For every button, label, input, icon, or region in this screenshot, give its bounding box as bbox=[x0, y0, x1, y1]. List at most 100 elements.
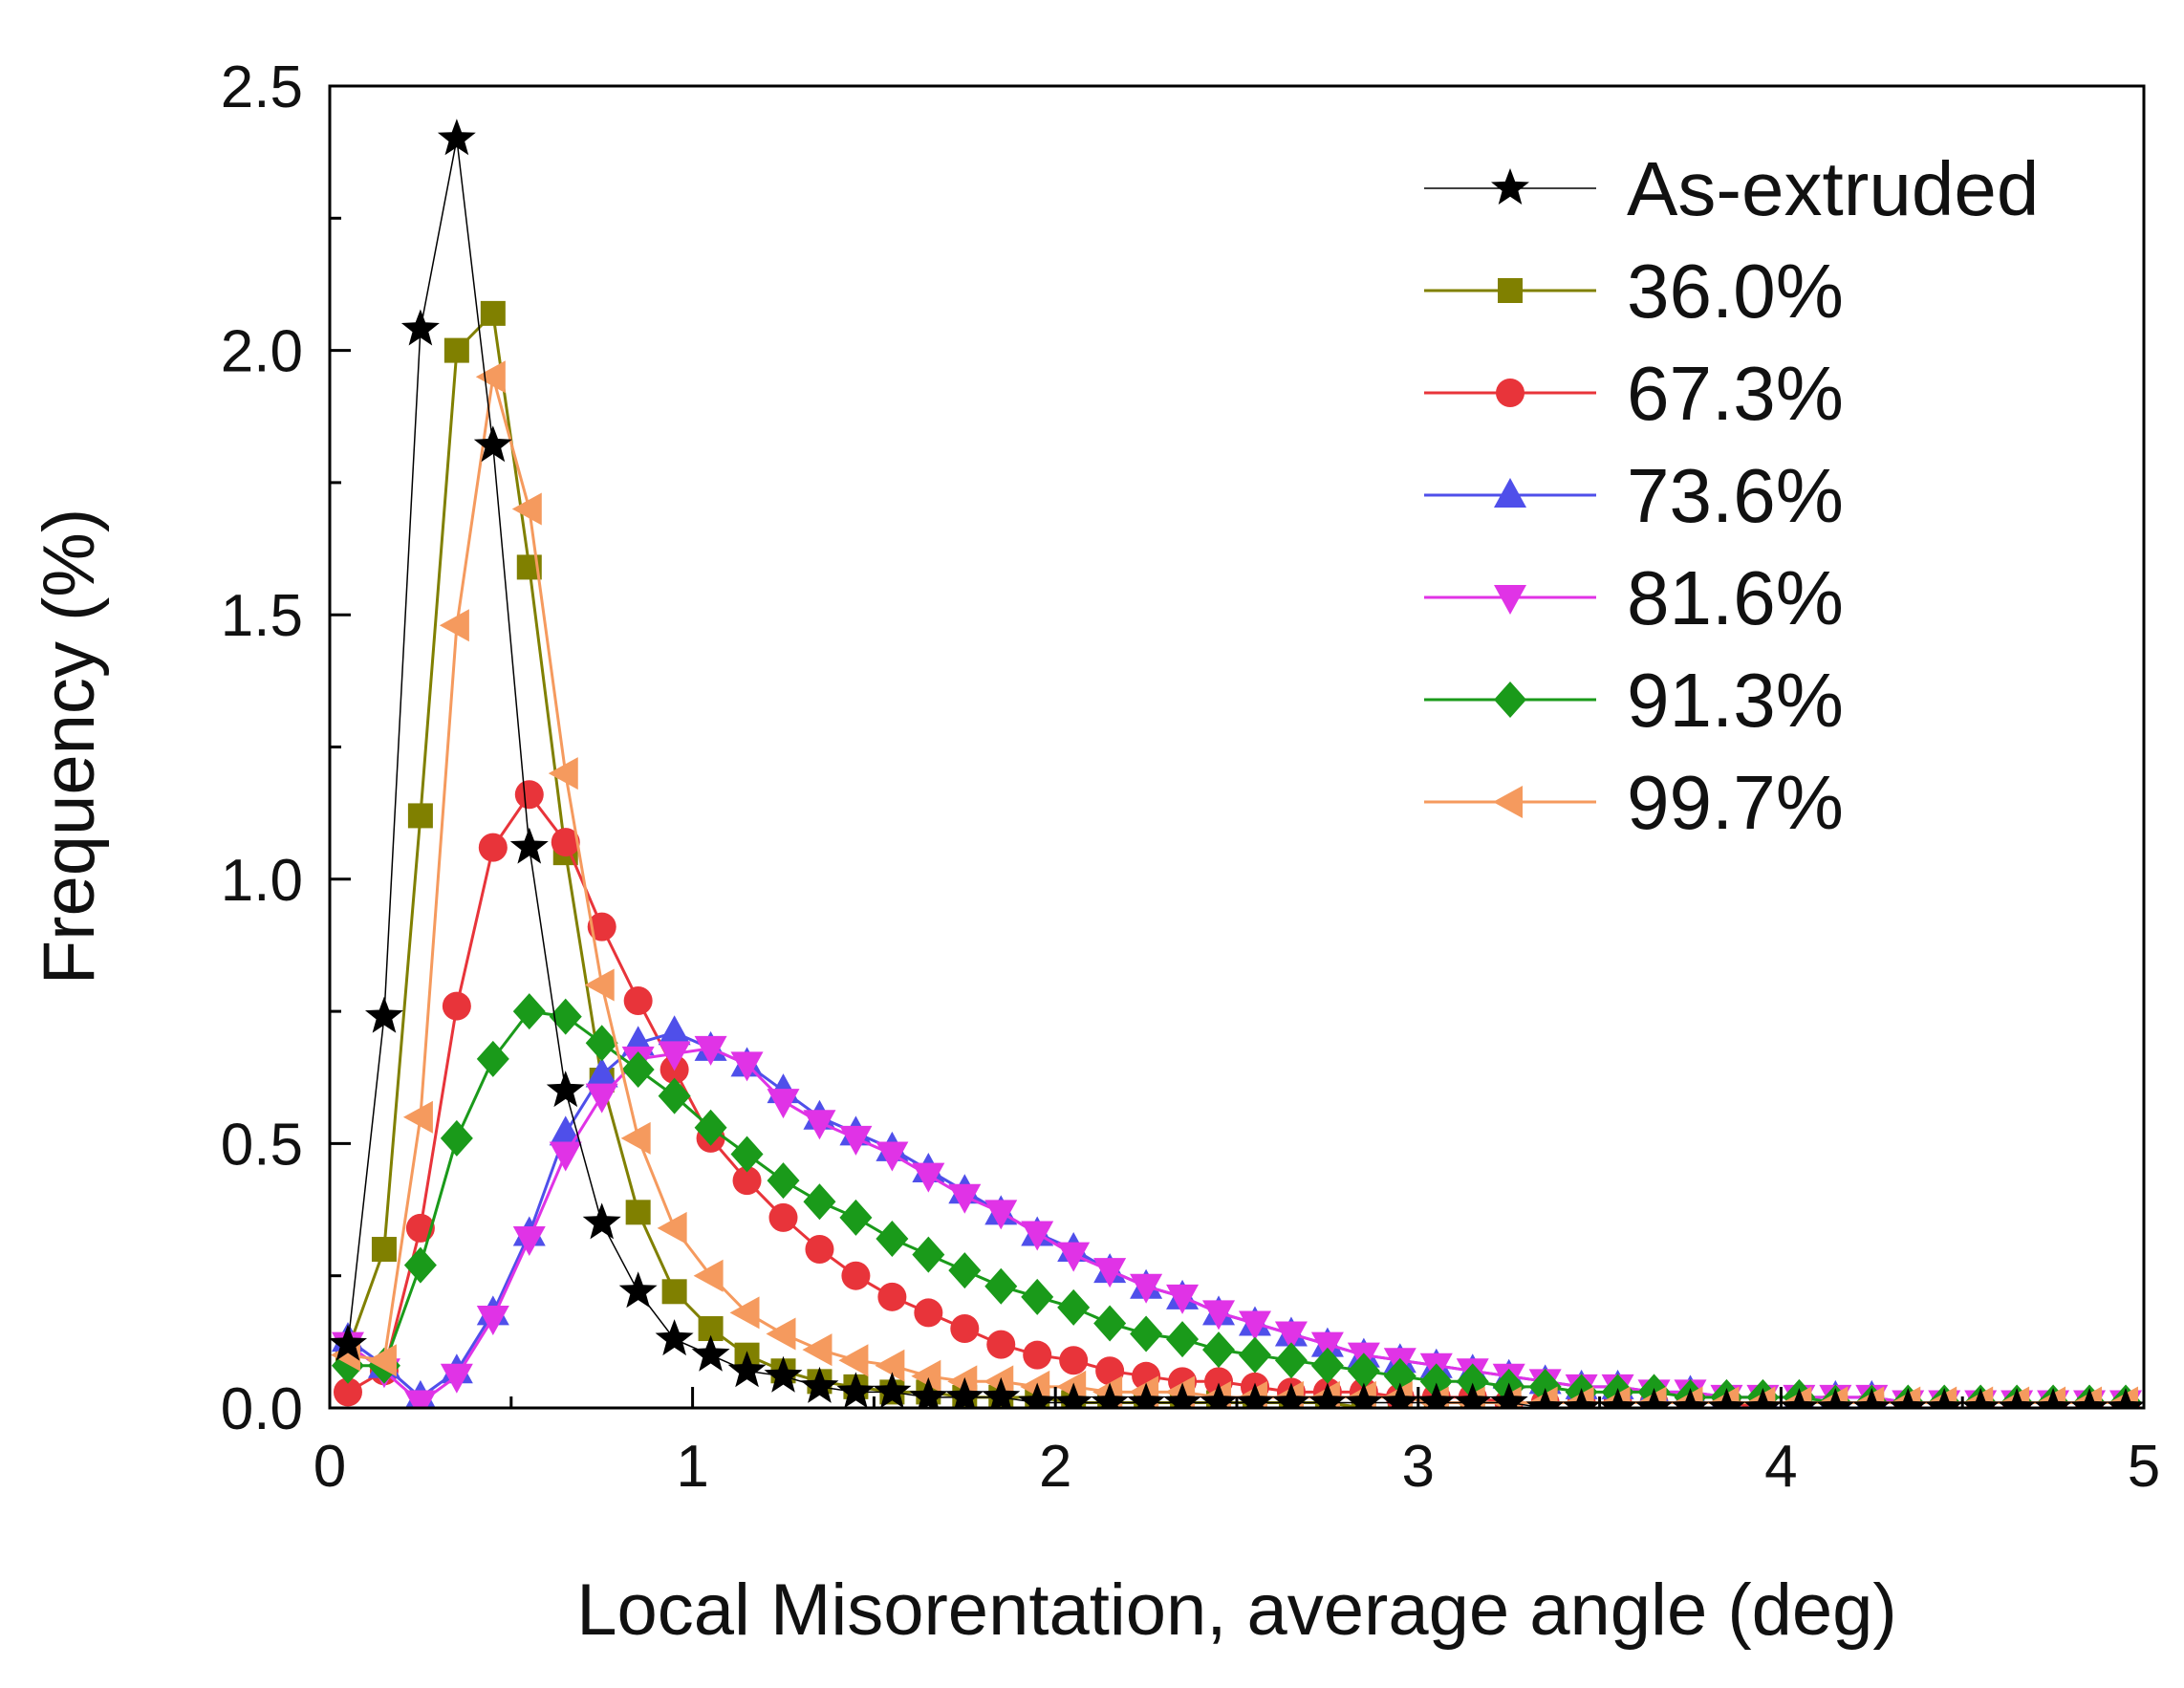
x-tick-label: 4 bbox=[1764, 1434, 1797, 1500]
data-point bbox=[1057, 1242, 1091, 1272]
data-point bbox=[984, 1365, 1014, 1398]
data-point bbox=[876, 1220, 909, 1257]
data-point bbox=[1743, 1388, 1783, 1408]
legend-marker bbox=[1498, 278, 1523, 303]
data-point bbox=[400, 309, 440, 346]
data-point bbox=[805, 1235, 834, 1265]
data-point bbox=[802, 1333, 833, 1367]
series-line bbox=[348, 1009, 2126, 1404]
data-point bbox=[1344, 1382, 1383, 1408]
data-point bbox=[443, 337, 469, 363]
legend-marker bbox=[1493, 786, 1523, 818]
data-point bbox=[1202, 1331, 1236, 1369]
legend-item: 36.0% bbox=[1424, 249, 1844, 334]
data-point bbox=[437, 119, 476, 156]
data-point bbox=[1310, 1331, 1344, 1362]
data-point bbox=[658, 1015, 691, 1046]
data-point bbox=[1525, 1388, 1565, 1408]
data-point bbox=[371, 1237, 397, 1263]
data-point bbox=[1961, 1388, 2000, 1408]
data-point bbox=[440, 1119, 473, 1157]
data-point bbox=[365, 996, 403, 1033]
data-point bbox=[838, 1344, 869, 1377]
legend-item: 99.7% bbox=[1424, 760, 1844, 845]
legend-label: 73.6% bbox=[1627, 453, 1844, 538]
data-point bbox=[551, 828, 580, 857]
legend-label: As-extruded bbox=[1627, 146, 2039, 231]
data-point bbox=[984, 1267, 1018, 1305]
series-layer bbox=[330, 119, 2144, 1408]
series-line bbox=[347, 376, 2126, 1404]
data-point bbox=[585, 1083, 618, 1114]
y-axis-label: Frequency (%) bbox=[29, 509, 110, 985]
data-point bbox=[873, 1372, 912, 1408]
data-point bbox=[655, 1319, 694, 1356]
legend-label: 67.3% bbox=[1627, 351, 1844, 436]
data-point bbox=[1453, 1382, 1492, 1408]
data-point bbox=[1238, 1336, 1271, 1374]
series-line bbox=[346, 310, 2126, 1408]
x-tick-label: 3 bbox=[1402, 1434, 1435, 1500]
y-tick-label: 2.5 bbox=[221, 54, 303, 120]
data-point bbox=[658, 1041, 691, 1071]
data-point bbox=[1562, 1388, 1601, 1408]
data-point bbox=[1130, 1315, 1163, 1353]
data-point bbox=[620, 1121, 651, 1155]
data-point bbox=[1091, 1382, 1130, 1408]
data-point bbox=[403, 1390, 437, 1408]
data-point bbox=[876, 1141, 909, 1172]
data-point bbox=[330, 1324, 367, 1361]
data-point bbox=[402, 1100, 433, 1134]
data-point bbox=[1380, 1382, 1419, 1408]
legend-label: 99.7% bbox=[1627, 760, 1844, 845]
data-point bbox=[1166, 1284, 1200, 1314]
data-point bbox=[912, 1162, 945, 1193]
data-point bbox=[1308, 1382, 1347, 1408]
data-point bbox=[658, 1077, 691, 1115]
data-point bbox=[1998, 1388, 2037, 1408]
data-point bbox=[727, 1351, 767, 1388]
x-tick-label: 1 bbox=[676, 1434, 708, 1500]
data-point bbox=[986, 1330, 1016, 1359]
data-point bbox=[729, 1296, 760, 1330]
data-point bbox=[403, 1246, 437, 1284]
data-point bbox=[1021, 1278, 1054, 1315]
data-point bbox=[1707, 1388, 1746, 1408]
data-point bbox=[1889, 1388, 1928, 1408]
x-axis-label: Local Misorentation, average angle (deg) bbox=[576, 1569, 1897, 1651]
data-point bbox=[442, 991, 471, 1021]
data-point bbox=[877, 1282, 907, 1311]
data-point bbox=[1023, 1340, 1052, 1370]
data-point bbox=[582, 1202, 621, 1240]
data-point bbox=[945, 1376, 984, 1408]
data-point bbox=[623, 986, 653, 1016]
data-point bbox=[730, 1051, 764, 1082]
data-point bbox=[1816, 1388, 1855, 1408]
data-point bbox=[618, 1271, 658, 1309]
data-point bbox=[407, 803, 433, 829]
data-point bbox=[1127, 1382, 1166, 1408]
data-point bbox=[693, 1259, 724, 1292]
data-point bbox=[1200, 1382, 1238, 1408]
data-point bbox=[1274, 1342, 1308, 1379]
legend-marker bbox=[1491, 168, 1529, 205]
data-point bbox=[948, 1183, 982, 1214]
data-point bbox=[546, 1071, 585, 1108]
data-point bbox=[478, 833, 508, 862]
data-point bbox=[1310, 1347, 1344, 1384]
data-point bbox=[694, 1109, 727, 1146]
data-point bbox=[549, 998, 582, 1035]
data-point bbox=[982, 1376, 1021, 1408]
data-point bbox=[768, 1202, 798, 1232]
data-point bbox=[1163, 1382, 1201, 1408]
data-point bbox=[1925, 1388, 1964, 1408]
legend-item: 91.3% bbox=[1424, 658, 1844, 743]
data-point bbox=[1274, 1321, 1308, 1352]
data-point bbox=[511, 492, 542, 526]
data-point bbox=[509, 827, 549, 864]
data-point bbox=[1093, 1305, 1127, 1342]
data-point bbox=[912, 1236, 945, 1273]
x-tick-label: 5 bbox=[2128, 1434, 2160, 1500]
legend-marker bbox=[1494, 585, 1526, 615]
data-point bbox=[549, 1141, 582, 1172]
